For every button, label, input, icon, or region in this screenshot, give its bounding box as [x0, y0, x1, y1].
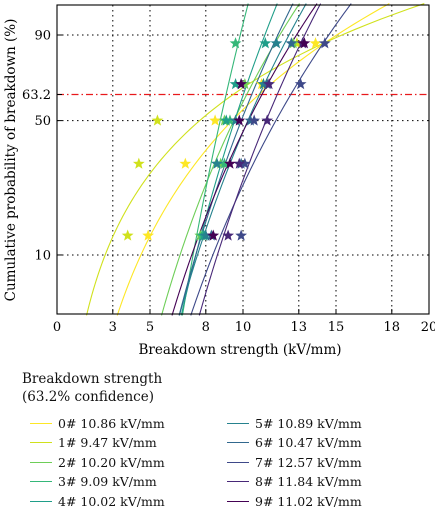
data-point-star: [207, 229, 220, 241]
fit-line: [181, 3, 249, 316]
data-point-star: [298, 37, 311, 49]
fit-line: [178, 3, 294, 316]
legend-label: 1# 9.47 kV/mm: [58, 435, 157, 450]
x-tick-label: 5: [146, 320, 154, 335]
legend-label: 6# 10.47 kV/mm: [255, 435, 362, 450]
legend-item: 9# 11.02 kV/mm: [227, 492, 362, 510]
legend-item: 4# 10.02 kV/mm: [30, 492, 165, 510]
data-point-star: [235, 77, 248, 90]
fit-line: [161, 3, 300, 316]
legend-label: 7# 12.57 kV/mm: [255, 454, 362, 470]
fit-line: [116, 3, 390, 316]
y-tick-label: 90: [34, 28, 51, 43]
legend-label: 5# 10.89 kV/mm: [255, 415, 362, 431]
data-points: [121, 37, 331, 241]
x-tick-label: 18: [384, 320, 401, 335]
data-point-star: [179, 157, 192, 169]
data-point-star: [224, 157, 236, 169]
data-point-star: [235, 229, 248, 241]
data-point-star: [121, 229, 134, 241]
data-point-star: [209, 114, 221, 126]
legend-swatch: [30, 500, 52, 502]
data-point-star: [309, 37, 322, 49]
legend: Breakdown strength (63.2% confidence) 0#…: [0, 362, 435, 509]
axis-ticks: 0 3 5 8 10 13 15 18 20 10 50 63.2 90: [22, 28, 435, 335]
fit-line: [190, 3, 352, 316]
x-tick-label: 3: [109, 320, 117, 335]
y-tick-label: 10: [34, 248, 51, 263]
legend-item: 2# 10.20 kV/mm: [30, 453, 165, 471]
fit-line: [178, 3, 307, 316]
y-tick-label: 63.2: [22, 88, 51, 103]
fit-line: [86, 3, 425, 316]
x-tick-label: 10: [235, 320, 252, 335]
data-point-star: [229, 37, 242, 49]
legend-swatch: [30, 422, 52, 424]
legend-swatch: [227, 481, 249, 482]
legend-label: 4# 10.02 kV/mm: [58, 493, 165, 509]
legend-label: 3# 9.09 kV/mm: [58, 474, 157, 489]
data-point-star: [285, 37, 298, 49]
data-point-star: [261, 114, 274, 126]
fit-line: [180, 3, 278, 316]
legend-swatch: [30, 461, 52, 463]
legend-swatch: [30, 442, 52, 443]
grid: [57, 5, 429, 314]
fit-line: [198, 3, 322, 316]
legend-item: 3# 9.09 kV/mm: [30, 473, 157, 491]
legend-label: 9# 11.02 kV/mm: [255, 493, 362, 509]
y-axis-label: Cumulative probability of breakdown (%): [3, 19, 19, 302]
data-point-star: [248, 114, 261, 126]
data-point-star: [151, 114, 164, 126]
legend-swatch: [30, 481, 52, 482]
data-point-star: [259, 37, 272, 49]
legend-item: 6# 10.47 kV/mm: [227, 434, 362, 452]
data-point-star: [132, 157, 145, 169]
legend-label: 2# 10.20 kV/mm: [58, 454, 165, 470]
x-axis-label: Breakdown strength (kV/mm): [138, 342, 341, 358]
legend-item: 8# 11.84 kV/mm: [227, 473, 362, 491]
data-point-star: [142, 229, 155, 241]
legend-swatch: [227, 500, 249, 502]
data-point-star: [199, 229, 212, 241]
legend-swatch: [227, 422, 249, 424]
data-point-star: [233, 157, 246, 169]
data-point-star: [233, 114, 246, 126]
fit-lines: [86, 3, 425, 316]
x-tick-label: 20: [421, 320, 435, 335]
data-point-star: [229, 77, 242, 90]
data-point-star: [238, 157, 251, 169]
data-point-star: [211, 157, 223, 169]
data-point-star: [270, 37, 283, 49]
data-point-star: [318, 37, 331, 49]
legend-title: Breakdown strength: [22, 371, 163, 387]
data-point-star: [263, 77, 275, 90]
legend-item: 5# 10.89 kV/mm: [227, 414, 362, 432]
x-tick-label: 15: [328, 320, 345, 335]
legend-item: 7# 12.57 kV/mm: [227, 453, 362, 471]
data-point-star: [294, 77, 307, 90]
x-tick-label: 13: [291, 320, 308, 335]
y-tick-label: 50: [34, 114, 51, 129]
data-point-star: [222, 229, 235, 241]
legend-item: 0# 10.86 kV/mm: [30, 414, 165, 432]
x-tick-label: 0: [53, 320, 61, 335]
data-point-star: [218, 157, 231, 169]
legend-swatch: [227, 461, 249, 463]
data-point-star: [220, 114, 233, 126]
x-tick-label: 8: [202, 320, 210, 335]
legend-subtitle: (63.2% confidence): [22, 389, 154, 405]
legend-label: 0# 10.86 kV/mm: [58, 415, 165, 431]
legend-item: 1# 9.47 kV/mm: [30, 434, 157, 452]
legend-swatch: [227, 442, 249, 443]
legend-label: 8# 11.84 kV/mm: [255, 474, 362, 489]
